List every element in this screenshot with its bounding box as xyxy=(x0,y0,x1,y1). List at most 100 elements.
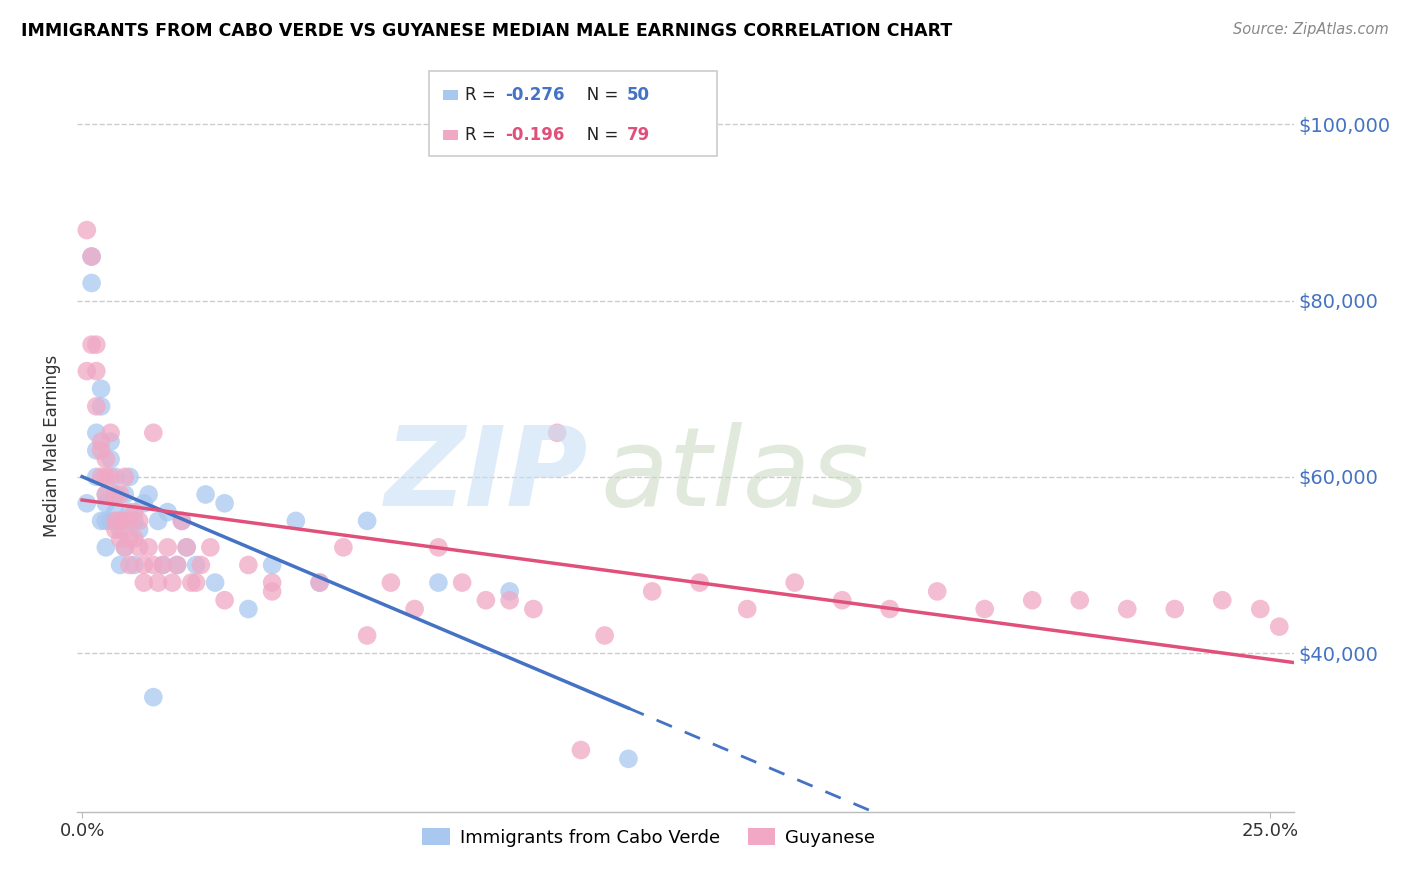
Point xyxy=(475,593,498,607)
Point xyxy=(262,575,284,590)
Point xyxy=(76,364,98,378)
Point xyxy=(104,470,127,484)
Point xyxy=(146,575,169,590)
Point xyxy=(927,584,949,599)
Point xyxy=(593,628,616,642)
Point xyxy=(124,514,146,528)
Point xyxy=(108,558,131,572)
Point xyxy=(90,514,112,528)
Point xyxy=(76,223,98,237)
Point xyxy=(332,541,354,555)
Text: R =: R = xyxy=(465,87,502,104)
Point xyxy=(262,584,284,599)
Point xyxy=(138,541,160,555)
Point xyxy=(184,558,207,572)
Point xyxy=(404,602,426,616)
Point xyxy=(546,425,568,440)
Point xyxy=(569,743,592,757)
Text: -0.276: -0.276 xyxy=(505,87,564,104)
Point xyxy=(104,487,127,501)
Legend: Immigrants from Cabo Verde, Guyanese: Immigrants from Cabo Verde, Guyanese xyxy=(415,821,883,854)
Point xyxy=(180,575,202,590)
Point xyxy=(128,541,150,555)
Point xyxy=(498,593,520,607)
Point xyxy=(94,514,117,528)
Point xyxy=(262,558,284,572)
Point xyxy=(190,558,212,572)
Point xyxy=(142,425,165,440)
Point xyxy=(114,514,136,528)
Point xyxy=(427,541,450,555)
Point xyxy=(86,443,108,458)
Point xyxy=(100,470,122,484)
Point xyxy=(238,558,260,572)
Point xyxy=(100,434,122,449)
Point xyxy=(108,532,131,546)
Point xyxy=(152,558,174,572)
Text: 79: 79 xyxy=(627,126,651,144)
Point xyxy=(86,364,108,378)
Point xyxy=(170,514,193,528)
Point xyxy=(1164,602,1187,616)
Point xyxy=(124,532,146,546)
Point xyxy=(90,443,112,458)
Point xyxy=(142,690,165,705)
Point xyxy=(104,523,127,537)
Point xyxy=(380,575,402,590)
Point xyxy=(94,487,117,501)
Point xyxy=(132,496,155,510)
Point xyxy=(80,250,103,264)
Point xyxy=(108,514,131,528)
Point xyxy=(94,470,117,484)
Point xyxy=(86,425,108,440)
Text: N =: N = xyxy=(571,126,623,144)
Point xyxy=(108,523,131,537)
Point xyxy=(176,541,198,555)
Point xyxy=(132,575,155,590)
Text: -0.196: -0.196 xyxy=(505,126,564,144)
Point xyxy=(94,541,117,555)
Point xyxy=(90,434,112,449)
Point xyxy=(238,602,260,616)
Point xyxy=(1116,602,1139,616)
Point xyxy=(1268,620,1291,634)
Point xyxy=(522,602,544,616)
Point xyxy=(641,584,664,599)
Point xyxy=(90,400,112,414)
Point xyxy=(132,558,155,572)
Point xyxy=(308,575,330,590)
Text: 50: 50 xyxy=(627,87,650,104)
Point xyxy=(100,514,122,528)
Point xyxy=(118,505,141,519)
Point xyxy=(1211,593,1233,607)
Point xyxy=(194,487,217,501)
Point xyxy=(142,558,165,572)
Point xyxy=(80,276,103,290)
Point xyxy=(162,575,184,590)
Point xyxy=(118,558,141,572)
Point xyxy=(100,452,122,467)
Point xyxy=(152,558,174,572)
Point xyxy=(973,602,995,616)
Point xyxy=(94,452,117,467)
Point xyxy=(879,602,901,616)
Point xyxy=(108,487,131,501)
Point xyxy=(356,628,378,642)
Point xyxy=(104,505,127,519)
Point xyxy=(308,575,330,590)
Point xyxy=(176,541,198,555)
Point xyxy=(108,514,131,528)
Point xyxy=(451,575,474,590)
Point xyxy=(86,337,108,351)
Point xyxy=(114,470,136,484)
Point xyxy=(1069,593,1091,607)
Point xyxy=(284,514,307,528)
Point xyxy=(104,487,127,501)
Point xyxy=(94,487,117,501)
Point xyxy=(124,505,146,519)
Point xyxy=(118,532,141,546)
Point xyxy=(166,558,188,572)
Point xyxy=(90,470,112,484)
Point xyxy=(104,514,127,528)
Text: IMMIGRANTS FROM CABO VERDE VS GUYANESE MEDIAN MALE EARNINGS CORRELATION CHART: IMMIGRANTS FROM CABO VERDE VS GUYANESE M… xyxy=(21,22,952,40)
